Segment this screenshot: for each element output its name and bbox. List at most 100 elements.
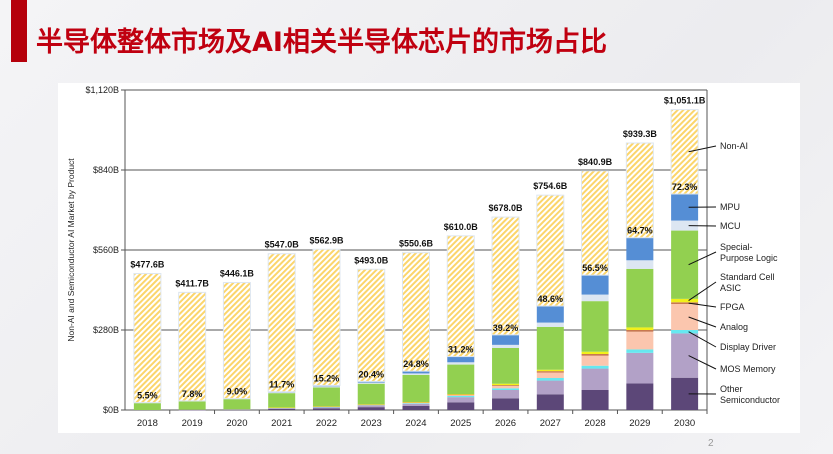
bar-segment-non-ai — [446, 235, 475, 358]
y-tick-label: $840B — [93, 165, 119, 175]
total-label: $562.9B — [309, 235, 344, 245]
bar-segment-standard-cell-asic — [312, 406, 340, 407]
y-tick-label: $280B — [93, 325, 119, 335]
bar-segment-mcu — [536, 322, 564, 327]
bar-segment-mos-memory — [581, 368, 609, 390]
total-label: $446.1B — [220, 269, 255, 279]
bar-segment-analog — [492, 386, 520, 389]
bar-segment-mpu — [536, 306, 564, 323]
bar-segment-fpga — [402, 402, 430, 403]
bar-segment-other-semiconductor — [268, 408, 296, 410]
x-tick-label: 2022 — [316, 418, 337, 429]
total-label: $1,051.1B — [664, 96, 706, 106]
bar-segment-display-driver — [626, 349, 654, 353]
bar-segment-special-purpose-logic — [223, 399, 251, 410]
x-tick-label: 2029 — [629, 418, 650, 429]
bar-segment-mcu — [581, 294, 609, 302]
bar-segment-display-driver — [492, 388, 520, 390]
bar-segment-special-purpose-logic — [581, 301, 609, 352]
ai-share-label: 9.0% — [227, 387, 248, 397]
bar-segment-non-ai — [267, 253, 296, 393]
bar-segment-fpga — [671, 302, 699, 304]
total-label: $939.3B — [623, 129, 658, 139]
x-tick-label: 2024 — [405, 418, 426, 429]
legend-label: Non-AI — [720, 141, 748, 151]
bar-segment-mcu — [626, 260, 654, 269]
bar-segment-other-semiconductor — [312, 408, 340, 410]
total-label: $840.9B — [578, 157, 613, 167]
legend-label: Standard Cell — [720, 272, 775, 282]
legend-leader-line — [688, 316, 717, 328]
bar-segment-analog — [402, 402, 430, 404]
bar-segment-analog — [357, 404, 385, 406]
bar-segment-special-purpose-logic — [671, 230, 699, 299]
bar-segment-mcu — [268, 392, 296, 394]
bar-segment-mcu — [671, 220, 699, 231]
bar-segment-display-driver — [357, 405, 385, 406]
bar-segment-analog — [536, 372, 564, 378]
bar-segment-analog — [447, 395, 475, 396]
bar-segment-fpga — [447, 394, 475, 396]
total-label: $754.6B — [533, 181, 568, 191]
bar-segment-display-driver — [581, 365, 609, 369]
bar-segment-mpu — [492, 334, 520, 345]
bar-segment-standard-cell-asic — [268, 407, 296, 408]
bar-segment-non-ai — [670, 109, 699, 195]
bar-segment-special-purpose-logic — [402, 374, 430, 402]
bar-segment-mpu — [447, 356, 475, 363]
bar-segment-fpga — [536, 371, 564, 373]
bar-segment-standard-cell-asic — [581, 351, 609, 354]
bar-segment-mos-memory — [447, 397, 475, 403]
bar-segment-mos-memory — [312, 407, 340, 409]
ai-share-label: 56.5% — [582, 263, 608, 273]
bar-segment-standard-cell-asic — [536, 369, 564, 372]
bar-segment-display-driver — [402, 403, 430, 404]
legend-label: Display Driver — [720, 342, 776, 352]
bar-segment-non-ai — [402, 252, 430, 372]
y-tick-label: $1,120B — [85, 85, 119, 95]
bar-segment-mpu — [626, 237, 654, 261]
legend-label: MPU — [720, 202, 740, 212]
total-label: $550.6B — [399, 239, 434, 249]
bar-segment-non-ai — [133, 273, 162, 404]
legend-leader-line — [688, 145, 717, 153]
bar-segment-standard-cell-asic — [492, 383, 520, 386]
bar-segment-fpga — [626, 330, 654, 332]
legend-label: ASIC — [720, 283, 742, 293]
bar-segment-standard-cell-asic — [357, 404, 385, 405]
bar-segment-mos-memory — [223, 409, 251, 410]
y-axis-label: Non-AI and Semiconductor AI Market by Pr… — [66, 158, 76, 342]
bar-segment-special-purpose-logic — [447, 364, 475, 394]
bar-segment-other-semiconductor — [223, 409, 251, 411]
bar-segment-other-semiconductor — [581, 390, 609, 410]
bar-segment-standard-cell-asic — [626, 327, 654, 330]
legend-leader-line — [688, 355, 717, 370]
bar-segment-special-purpose-logic — [133, 403, 161, 410]
total-label: $678.0B — [489, 203, 524, 213]
bar-segment-mcu — [402, 373, 430, 375]
bar-segment-analog — [626, 331, 654, 350]
bar-segment-fpga — [492, 385, 520, 386]
bar-segment-mos-memory — [492, 390, 520, 399]
legend-leader-line — [688, 331, 717, 348]
legend-label: FPGA — [720, 302, 745, 312]
ai-share-label: 39.2% — [493, 323, 519, 333]
legend-label: MCU — [720, 221, 741, 231]
legend-leader-line — [688, 302, 717, 308]
x-tick-label: 2027 — [540, 418, 561, 429]
bar-segment-special-purpose-logic — [312, 387, 340, 407]
bar-segment-display-driver — [671, 330, 699, 334]
bar-segment-mos-memory — [671, 333, 699, 378]
bar-segment-mos-memory — [268, 408, 296, 409]
bar-segment-non-ai — [178, 291, 207, 402]
ai-share-label: 15.2% — [314, 373, 340, 383]
bar-segment-non-ai — [536, 194, 565, 307]
x-tick-label: 2025 — [450, 418, 471, 429]
bar-segment-special-purpose-logic — [178, 401, 206, 410]
ai-share-label: 48.6% — [538, 294, 564, 304]
ai-share-label: 11.7% — [269, 380, 294, 390]
bar-segment-special-purpose-logic — [536, 326, 564, 370]
bar-segment-non-ai — [222, 282, 251, 400]
bar-segment-standard-cell-asic — [447, 394, 475, 395]
